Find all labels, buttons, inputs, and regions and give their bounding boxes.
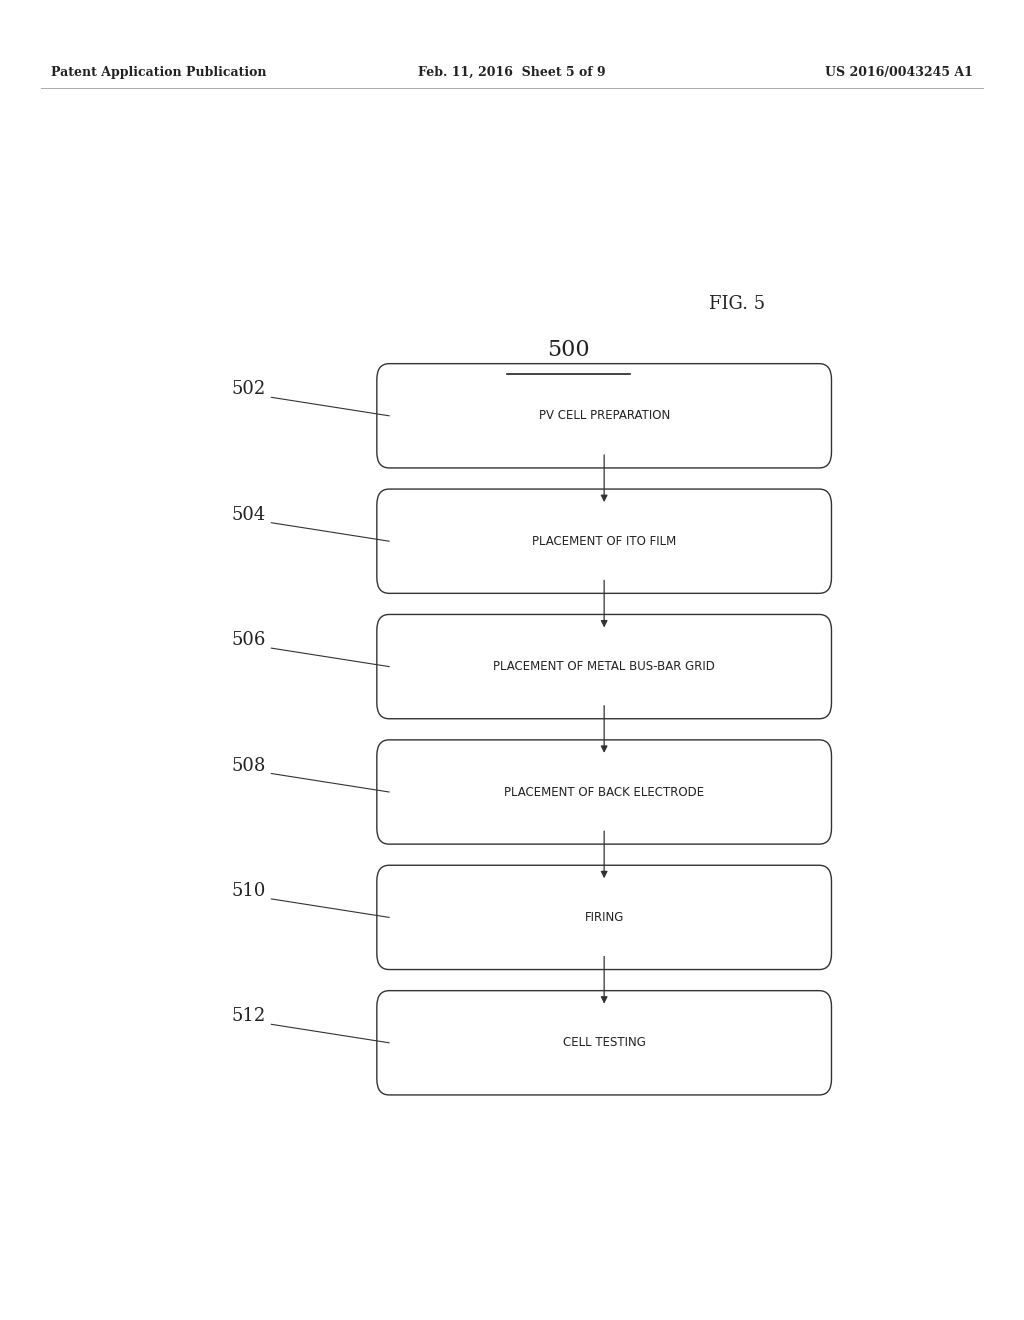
Text: PLACEMENT OF ITO FILM: PLACEMENT OF ITO FILM (532, 535, 676, 548)
Text: FIRING: FIRING (585, 911, 624, 924)
Text: PLACEMENT OF METAL BUS-BAR GRID: PLACEMENT OF METAL BUS-BAR GRID (494, 660, 715, 673)
Text: 508: 508 (231, 756, 266, 775)
FancyBboxPatch shape (377, 990, 831, 1094)
FancyBboxPatch shape (377, 739, 831, 845)
Text: PLACEMENT OF BACK ELECTRODE: PLACEMENT OF BACK ELECTRODE (504, 785, 705, 799)
Text: FIG. 5: FIG. 5 (710, 294, 765, 313)
FancyBboxPatch shape (377, 615, 831, 718)
Text: US 2016/0043245 A1: US 2016/0043245 A1 (825, 66, 973, 79)
FancyBboxPatch shape (377, 488, 831, 593)
Text: CELL TESTING: CELL TESTING (563, 1036, 645, 1049)
FancyBboxPatch shape (377, 866, 831, 969)
FancyBboxPatch shape (377, 363, 831, 467)
Text: 506: 506 (231, 631, 266, 649)
Text: Feb. 11, 2016  Sheet 5 of 9: Feb. 11, 2016 Sheet 5 of 9 (418, 66, 606, 79)
Text: 500: 500 (547, 339, 590, 360)
Text: Patent Application Publication: Patent Application Publication (51, 66, 266, 79)
Text: PV CELL PREPARATION: PV CELL PREPARATION (539, 409, 670, 422)
Text: 512: 512 (232, 1007, 266, 1026)
Text: 502: 502 (232, 380, 266, 399)
Text: 510: 510 (231, 882, 266, 900)
Text: 504: 504 (232, 506, 266, 524)
